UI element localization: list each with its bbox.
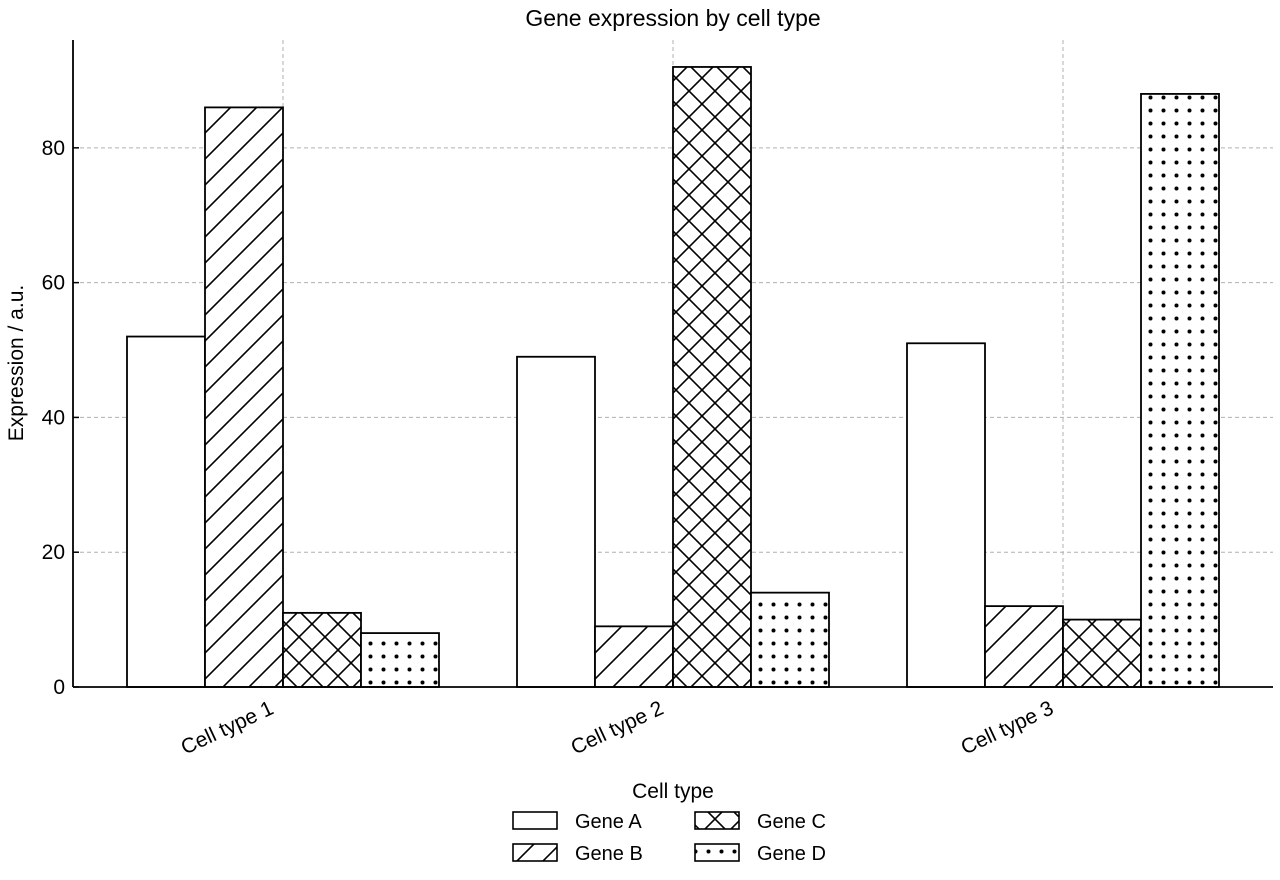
bar-gene-c-3 bbox=[1062, 618, 1142, 688]
y-tick-label: 40 bbox=[42, 406, 65, 429]
legend-label: Gene A bbox=[575, 811, 642, 833]
legend-swatch bbox=[694, 843, 740, 862]
legend-swatch bbox=[694, 811, 740, 830]
legend-swatch bbox=[512, 811, 558, 830]
legend-label: Gene B bbox=[575, 843, 643, 865]
bar-gene-c-1 bbox=[282, 611, 362, 688]
y-tick-label: 60 bbox=[42, 272, 65, 295]
bars-layer bbox=[126, 66, 1220, 688]
y-axis-label: Expression / a.u. bbox=[5, 285, 28, 441]
y-ticks: 0 20 40 60 80 bbox=[42, 137, 79, 699]
legend-label: Gene C bbox=[757, 811, 826, 833]
y-tick-label: 80 bbox=[42, 137, 65, 160]
chart-title: Gene expression by cell type bbox=[525, 5, 820, 31]
bar-gene-d-1 bbox=[360, 632, 440, 688]
bar-gene-a-2 bbox=[516, 355, 596, 688]
bar-gene-c-2 bbox=[672, 66, 752, 688]
bar-gene-a-1 bbox=[126, 335, 206, 688]
bar-gene-b-1 bbox=[204, 106, 284, 688]
x-tick-label: Cell type 1 bbox=[177, 697, 277, 760]
bar-gene-b-3 bbox=[984, 605, 1064, 688]
x-tick-label: Cell type 2 bbox=[567, 697, 667, 760]
legend: Cell type Gene A Gene B Gene C Gene D bbox=[512, 780, 826, 865]
bar-gene-d-3 bbox=[1140, 93, 1220, 688]
y-tick-label: 0 bbox=[53, 676, 65, 699]
legend-swatch bbox=[512, 843, 558, 862]
x-tick-label: Cell type 3 bbox=[957, 697, 1057, 760]
bar-gene-d-2 bbox=[750, 591, 830, 688]
legend-title: Cell type bbox=[632, 780, 714, 803]
bar-gene-b-2 bbox=[594, 625, 674, 688]
x-ticks: Cell type 1 Cell type 2 Cell type 3 bbox=[177, 681, 1064, 760]
bar-gene-a-3 bbox=[906, 342, 986, 688]
y-tick-label: 20 bbox=[42, 541, 65, 564]
legend-label: Gene D bbox=[757, 843, 826, 865]
